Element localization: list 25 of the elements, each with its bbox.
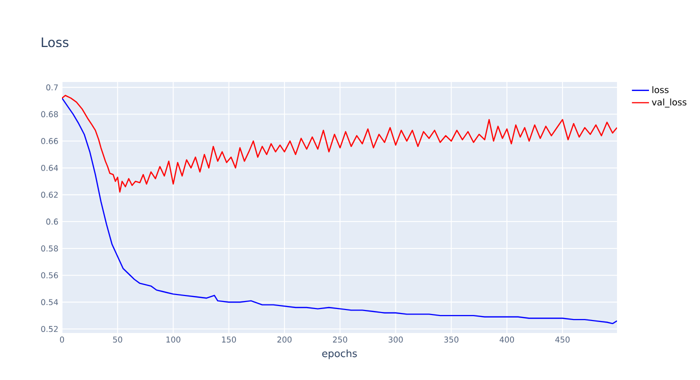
y-tick-label: 0.62 (41, 192, 58, 198)
x-tick-label: 0 (60, 336, 64, 343)
y-tick-label: 0.64 (41, 164, 58, 171)
x-tick-label: 50 (113, 336, 122, 343)
x-tick-label: 100 (166, 336, 180, 343)
y-tick-label: 0.68 (41, 111, 58, 118)
x-tick-label: 450 (555, 336, 570, 343)
y-tick-label: 0.7 (46, 84, 58, 90)
legend-label: val_loss (652, 98, 686, 108)
x-tick-label: 200 (277, 336, 292, 343)
y-tick-label: 0.52 (41, 326, 58, 332)
y-tick-label: 0.66 (41, 138, 58, 144)
y-tick-label: 0.56 (41, 272, 58, 278)
line-series (62, 94, 618, 193)
x-tick-label: 250 (333, 336, 348, 343)
x-tick-label: 400 (500, 336, 514, 343)
legend-label: loss (652, 86, 669, 94)
x-tick-label: 150 (222, 336, 236, 343)
x-tick-label: 300 (388, 336, 403, 343)
y-tick-label: 0.6 (46, 218, 58, 225)
x-tick-label: 350 (444, 336, 458, 343)
x-axis-title: epochs (322, 349, 357, 360)
y-tick-label: 0.58 (41, 245, 58, 252)
y-tick-label: 0.54 (41, 299, 58, 306)
chart-title: Loss (42, 38, 68, 48)
